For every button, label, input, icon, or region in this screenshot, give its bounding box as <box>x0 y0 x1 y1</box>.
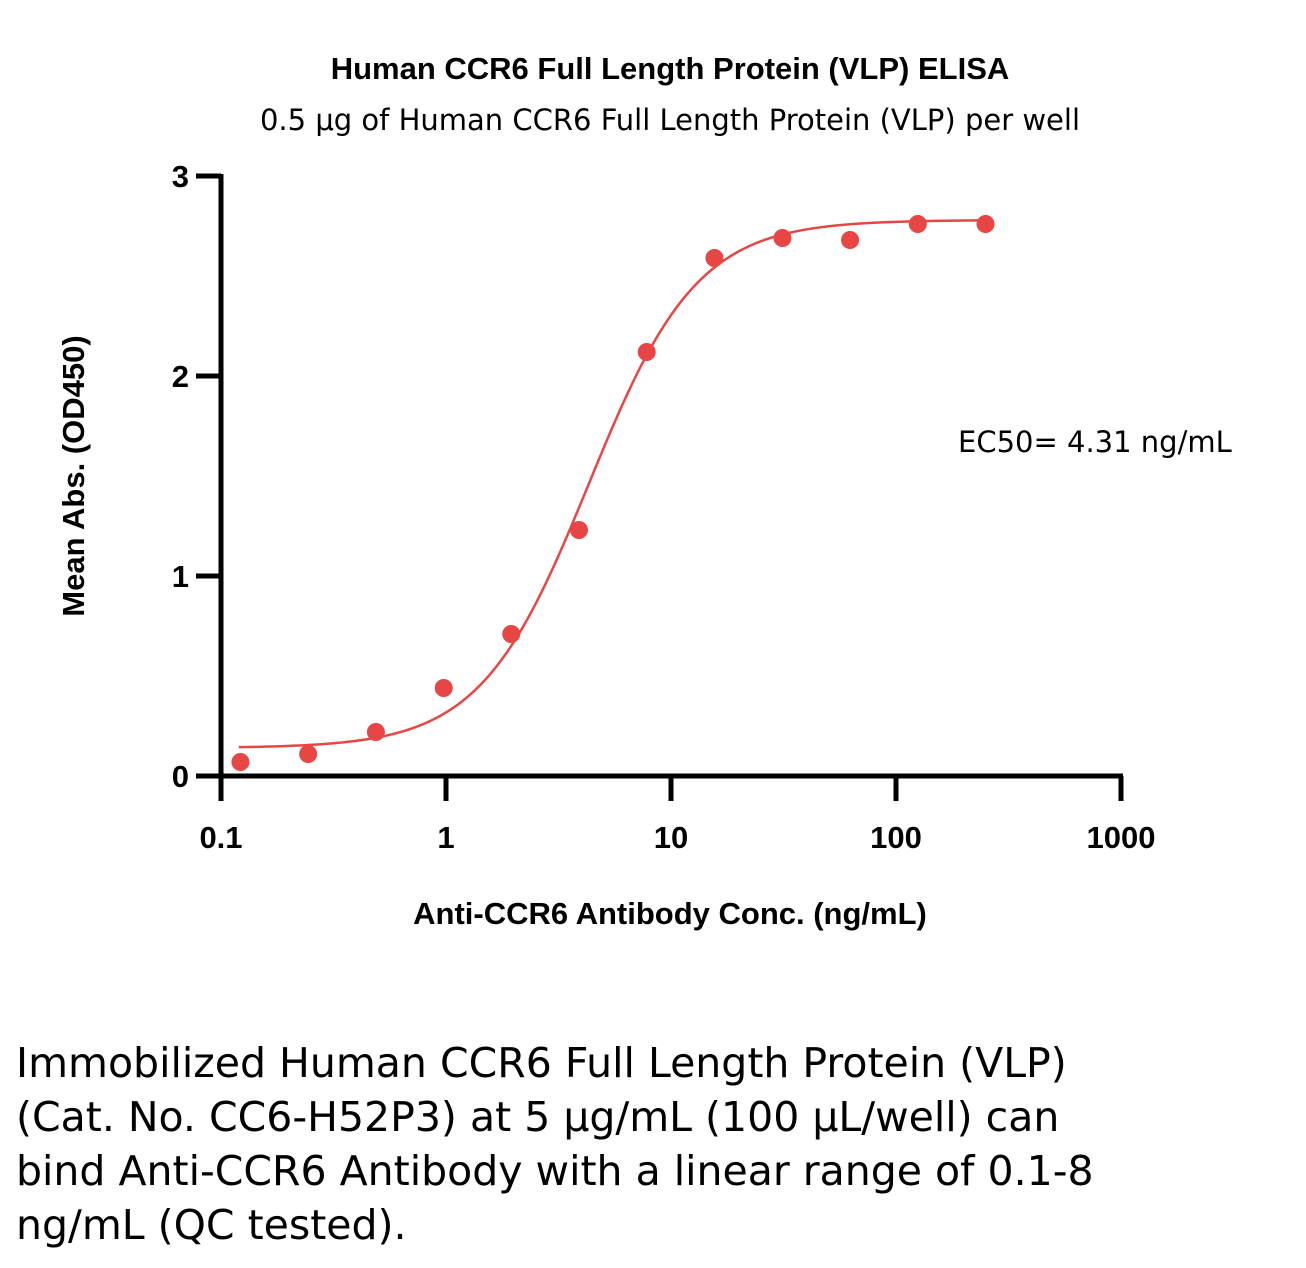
y-axis-label: Mean Abs. (OD450) <box>56 335 91 616</box>
elisa-chart: Human CCR6 Full Length Protein (VLP) ELI… <box>56 51 1232 931</box>
data-point <box>299 745 318 763</box>
y-tick-label: 1 <box>172 559 189 594</box>
y-tick-label: 2 <box>172 359 189 394</box>
x-tick-label: 10 <box>654 820 688 855</box>
chart-subtitle: 0.5 μg of Human CCR6 Full Length Protein… <box>260 103 1080 137</box>
x-tick-label: 100 <box>870 820 922 855</box>
data-point <box>705 249 724 267</box>
data-point <box>841 231 860 249</box>
data-point <box>434 679 453 697</box>
x-axis-label: Anti-CCR6 Antibody Conc. (ng/mL) <box>413 896 927 931</box>
y-tick-label: 0 <box>172 759 189 794</box>
data-point <box>637 343 656 361</box>
data-point <box>773 229 792 247</box>
fit-curve <box>238 219 986 749</box>
data-point <box>366 723 385 741</box>
y-tick-label: 3 <box>172 159 189 194</box>
x-tick-label: 1 <box>437 820 454 855</box>
x-tick-label: 1000 <box>1087 820 1156 855</box>
data-point <box>569 521 588 539</box>
data-point <box>502 625 521 643</box>
x-tick-label: 0.1 <box>199 820 242 855</box>
data-point <box>908 215 927 233</box>
figure-caption: Immobilized Human CCR6 Full Length Prote… <box>16 1039 1094 1249</box>
data-point <box>976 215 995 233</box>
chart-title: Human CCR6 Full Length Protein (VLP) ELI… <box>331 51 1010 86</box>
data-point <box>231 753 250 771</box>
ec50-annotation: EC50= 4.31 ng/mL <box>958 425 1232 459</box>
